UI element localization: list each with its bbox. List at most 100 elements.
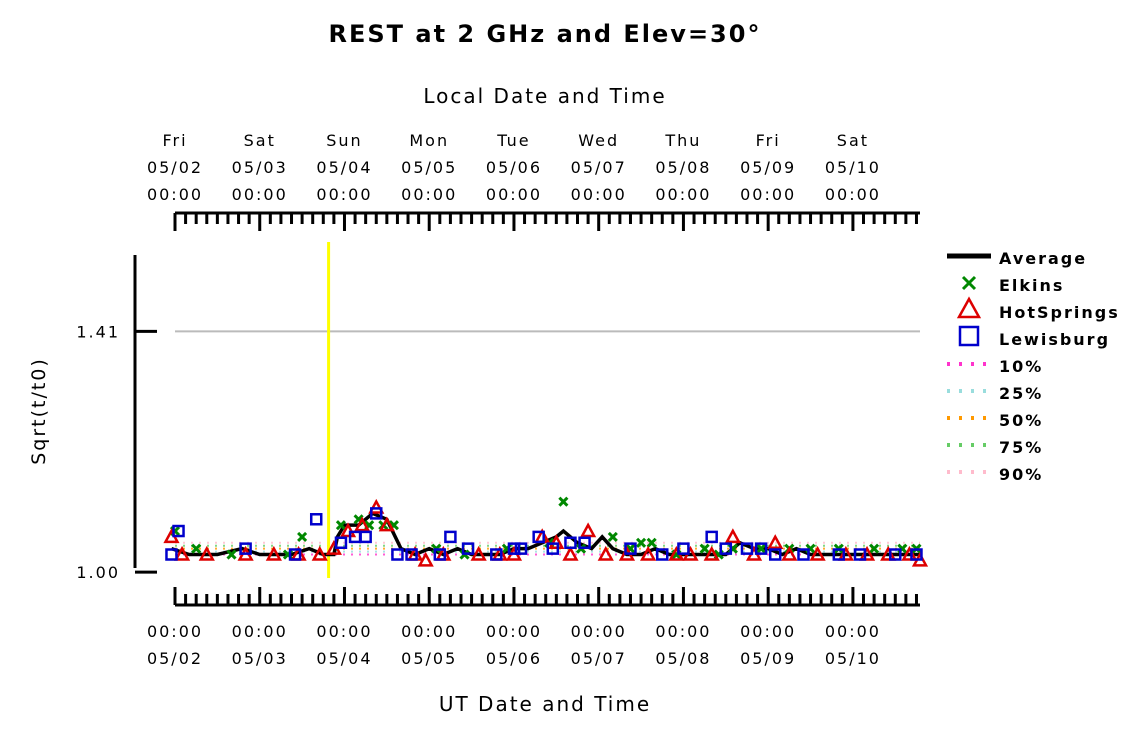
top-tick-date: 05/05: [401, 158, 457, 177]
lewisburg-point: [532, 530, 545, 544]
hotsprings-point: [724, 528, 741, 544]
bottom-tick-date: 05/04: [316, 649, 372, 668]
lewisburg-point: [677, 542, 690, 555]
lewisburg-point: [624, 542, 637, 555]
legend-label: 25%: [999, 384, 1043, 403]
elkins-point: [646, 537, 657, 548]
legend-item-lewisburg: Lewisburg: [958, 325, 1110, 349]
elkins-point: [607, 531, 618, 542]
hotsprings-point: [809, 545, 826, 561]
lewisburg-point: [514, 542, 528, 555]
top-tick-time: 00:00: [740, 185, 796, 204]
lewisburg-point: [391, 548, 404, 561]
hotsprings-point: [703, 545, 720, 561]
lewisburg-point: [797, 548, 810, 561]
lewisburg-point: [889, 548, 902, 561]
top-tick-date: 05/06: [486, 158, 542, 177]
hotsprings-point: [470, 545, 487, 561]
legend-item-percentile: 90%: [947, 465, 1041, 484]
lewisburg-point: [507, 542, 521, 555]
top-tick-time: 00:00: [825, 185, 881, 204]
bottom-tick-date: 05/08: [655, 649, 711, 668]
hotsprings-point: [378, 516, 395, 532]
bottom-tick-time: 00:00: [486, 622, 542, 641]
hotsprings-point: [640, 545, 657, 561]
lewisburg-point: [359, 530, 372, 544]
elkins-point: [756, 543, 767, 554]
lewisburg-point: [910, 548, 923, 561]
legend-item-average: Average: [947, 249, 1085, 268]
hotsprings-point: [767, 534, 784, 550]
lewisburg-point: [309, 513, 323, 526]
top-tick-time: 00:00: [232, 185, 288, 204]
legend-swatch: [961, 275, 977, 291]
hotsprings-point: [597, 545, 614, 561]
hotsprings-point: [354, 516, 371, 532]
bottom-tick-time: 00:00: [655, 622, 711, 641]
top-tick-day: Tue: [496, 131, 530, 150]
lewisburg-point: [578, 536, 591, 550]
elkins-point: [558, 496, 569, 507]
series-lewisburg: [165, 507, 923, 561]
legend-label: Elkins: [999, 276, 1064, 295]
bottom-tick-date: 05/05: [401, 649, 457, 668]
hotsprings-point: [339, 522, 357, 538]
series: [163, 496, 929, 567]
top-tick-day: Sat: [244, 131, 276, 150]
legend-label: 10%: [999, 357, 1043, 376]
top-tick-day: Sat: [837, 131, 869, 150]
bottom-tick-date: 05/02: [147, 649, 203, 668]
top-tick-time: 00:00: [571, 185, 627, 204]
elkins-point: [636, 537, 647, 548]
hotsprings-point: [198, 545, 215, 561]
hotsprings-point: [173, 545, 191, 561]
bottom-tick-date: 05/07: [571, 649, 627, 668]
lewisburg-point: [705, 530, 718, 544]
legend-label: Lewisburg: [999, 330, 1110, 349]
axes: 1.41 1.00 Fri 05/02 00:00 Sat 05/03 00:00 Sun 05/…: [76, 131, 920, 668]
hotsprings-point: [562, 545, 579, 561]
lewisburg-point: [433, 548, 447, 561]
lewisburg-point: [768, 548, 782, 561]
lewisburg-point: [239, 542, 252, 555]
lewisburg-point: [853, 548, 867, 561]
bottom-tick-time: 00:00: [316, 622, 372, 641]
bottom-tick-time: 00:00: [571, 622, 627, 641]
legend-item-percentile: 10%: [947, 357, 1043, 376]
legend: Average Elkins HotSprings Lewisburg 10% 25% 50…: [947, 249, 1118, 484]
elkins-point: [869, 543, 880, 554]
top-tick-date: 05/10: [825, 158, 881, 177]
hotsprings-point: [368, 498, 385, 514]
elkins-point: [226, 549, 237, 560]
top-tick-time: 00:00: [486, 185, 542, 204]
lewisburg-point: [165, 548, 178, 561]
legend-swatch: [956, 296, 982, 319]
legend-item-percentile: 50%: [947, 411, 1041, 430]
top-tick-day: Wed: [578, 131, 619, 150]
lewisburg-point: [288, 548, 302, 561]
hotsprings-point: [781, 545, 798, 561]
bottom-tick-time: 00:00: [401, 622, 457, 641]
lewisburg-point: [334, 536, 348, 550]
top-tick-time: 00:00: [655, 185, 711, 204]
lewisburg-point: [490, 548, 503, 561]
lewisburg-point: [172, 524, 185, 538]
top-axis-title: Local Date and Time: [423, 84, 666, 108]
lewisburg-point: [546, 542, 560, 555]
top-tick-date: 05/02: [147, 158, 203, 177]
legend-swatch: [958, 325, 980, 347]
top-tick-day: Mon: [409, 131, 449, 150]
lewisburg-point: [405, 548, 418, 561]
hotsprings-point: [417, 551, 434, 567]
elkins-point: [699, 543, 710, 554]
chart-title: REST at 2 GHz and Elev=30°: [329, 20, 762, 48]
top-tick-time: 00:00: [147, 185, 203, 204]
hotsprings-point: [579, 522, 597, 538]
lewisburg-point: [656, 548, 669, 561]
bottom-tick-date: 05/09: [740, 649, 796, 668]
legend-item-percentile: 25%: [947, 384, 1043, 403]
hotsprings-point: [311, 545, 328, 561]
lewisburg-point: [370, 507, 383, 520]
bottom-tick-time: 00:00: [825, 622, 881, 641]
